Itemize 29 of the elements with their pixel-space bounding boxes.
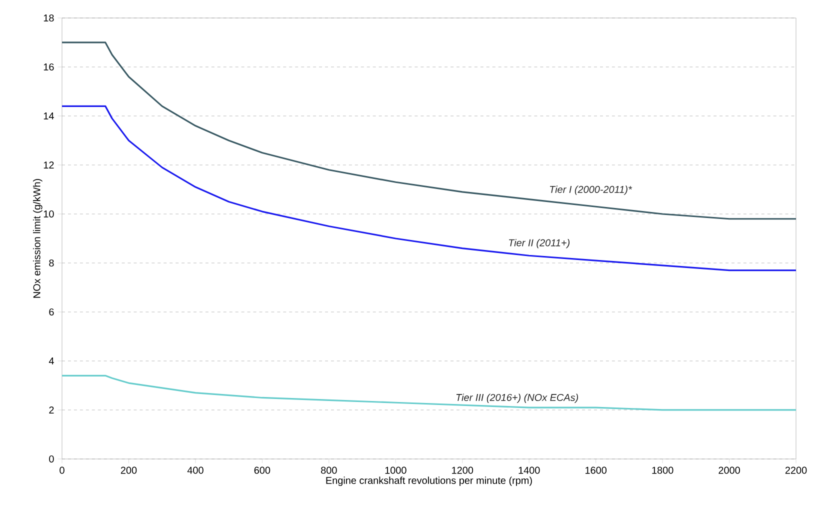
x-tick-label: 1200: [452, 466, 474, 474]
x-tick-label: 1600: [586, 466, 607, 474]
series-label: Tier II (2011+): [508, 238, 570, 248]
y-tick-label: 18: [44, 14, 54, 22]
y-axis-title: NOx emission limit (g/kWh): [33, 179, 42, 298]
x-tick-label: 2000: [718, 466, 740, 474]
series-label: Tier III (2016+) (NOx ECAs): [456, 394, 578, 403]
y-tick-label: 6: [49, 308, 54, 316]
y-tick-label: 16: [44, 63, 54, 71]
y-tick-label: 12: [44, 162, 54, 168]
x-tick-label: 1400: [518, 466, 540, 474]
y-tick-label: 14: [44, 112, 54, 120]
line-series: [62, 42, 796, 220]
x-tick-label: 0: [60, 466, 64, 474]
y-tick-label: 4: [48, 358, 54, 364]
y-tick-label: 8: [49, 259, 54, 267]
y-tick-label: 10: [44, 210, 54, 218]
x-tick-label: 1000: [385, 466, 406, 474]
x-tick-label: 2200: [785, 466, 807, 474]
x-axis-title: Engine crankshaft revolutions per minute (rpm): [326, 476, 532, 486]
x-tick-label: 1800: [652, 466, 674, 474]
y-tick-label: 0: [49, 455, 54, 463]
line-series: [62, 105, 796, 272]
x-tick-label: 800: [321, 466, 337, 474]
series-label: Tier I (2000-2011)*: [550, 186, 632, 195]
y-tick-label: 2: [49, 406, 54, 414]
x-tick-label: 200: [120, 466, 137, 474]
x-tick-label: 400: [187, 466, 204, 474]
x-tick-label: 600: [254, 466, 270, 474]
